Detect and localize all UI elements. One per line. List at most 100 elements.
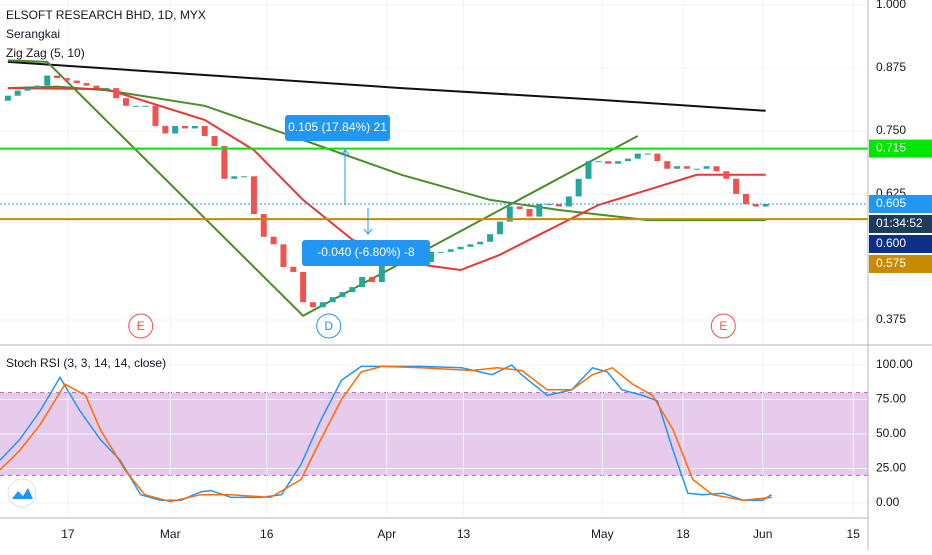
candle <box>339 292 346 298</box>
candle <box>113 88 120 99</box>
candle <box>615 161 622 164</box>
candle <box>674 166 681 169</box>
candle <box>300 271 307 303</box>
measure-box <box>285 115 390 141</box>
candle <box>565 196 572 207</box>
candle <box>221 146 228 179</box>
candle <box>428 251 435 262</box>
candle <box>654 153 661 162</box>
candle <box>14 90 21 96</box>
candle <box>93 85 100 89</box>
candle <box>742 193 749 204</box>
y-tick-label: 0.375 <box>876 312 906 326</box>
y-tick-label: 100.00 <box>876 357 913 371</box>
indicator-line <box>7 87 766 272</box>
x-tick-label: Mar <box>160 527 181 541</box>
candle <box>575 178 582 197</box>
chart-title: ELSOFT RESEARCH BHD, 1D, MYX <box>6 8 206 22</box>
y-tick-label: 0.875 <box>876 60 906 74</box>
candle <box>349 287 356 293</box>
candle <box>762 203 769 207</box>
candle <box>250 176 257 215</box>
price-label-bg <box>869 139 932 158</box>
y-tick-label: 75.00 <box>876 392 906 406</box>
logo-icon[interactable] <box>12 488 33 499</box>
y-tick-label: 1.000 <box>876 0 906 11</box>
candle <box>172 125 179 134</box>
status-label-bg <box>869 234 932 253</box>
price-label: 0.575 <box>876 256 906 270</box>
candle <box>142 105 149 107</box>
candle <box>437 251 444 253</box>
candle <box>44 75 51 86</box>
candle <box>693 168 700 170</box>
candle <box>723 171 730 179</box>
indicator-line <box>7 59 639 318</box>
candle <box>605 161 612 164</box>
logo[interactable] <box>7 478 37 508</box>
candle <box>290 266 297 272</box>
logo-bg[interactable] <box>7 478 37 508</box>
y-tick-label: 25.00 <box>876 461 906 475</box>
candle <box>201 125 208 136</box>
x-tick-label: 17 <box>61 527 75 541</box>
candle <box>270 236 277 245</box>
legend-entry: Zig Zag (5, 10) <box>6 46 85 60</box>
candle <box>752 203 759 207</box>
candle <box>457 246 464 250</box>
candle <box>24 88 31 91</box>
candle <box>211 135 218 147</box>
candle <box>132 105 139 107</box>
plot <box>0 59 868 503</box>
legend-entry: Serangkai <box>6 27 60 41</box>
y-tick-label: 50.00 <box>876 426 906 440</box>
event-label: E <box>137 319 145 333</box>
candle <box>329 297 336 303</box>
candle <box>103 88 110 90</box>
candle <box>34 85 41 89</box>
panel-title: Stoch RSI (3, 3, 14, 14, close) <box>6 356 166 370</box>
candle <box>713 166 720 172</box>
x-tick-label: Apr <box>377 527 396 541</box>
candle <box>122 98 129 106</box>
event-marker <box>710 313 736 339</box>
x-tick-label: 15 <box>847 527 861 541</box>
event-marker <box>316 313 342 339</box>
candle <box>359 277 366 288</box>
candle <box>467 244 474 247</box>
candle <box>595 161 602 163</box>
price-label-bg <box>869 254 932 273</box>
measure-label: 0.105 (17.84%) 21 <box>288 120 387 134</box>
candle <box>585 161 592 179</box>
candle <box>191 125 198 129</box>
candle <box>280 244 287 267</box>
candle <box>182 125 189 129</box>
measure-box <box>302 240 430 266</box>
measure-arrowhead <box>363 228 373 235</box>
event-label: D <box>324 319 333 333</box>
candle <box>447 249 454 252</box>
candle <box>634 153 641 159</box>
measure-arrowhead <box>340 149 350 156</box>
measure-label: -0.040 (-6.80%) -8 <box>317 245 415 259</box>
event-label: E <box>719 319 727 333</box>
x-tick-label: Jun <box>753 527 772 541</box>
candle <box>152 105 159 126</box>
candle <box>555 203 562 207</box>
status-label: 01:34:52 <box>876 216 923 230</box>
candle <box>644 153 651 155</box>
y-tick-label: 0.750 <box>876 123 906 137</box>
candle <box>526 209 533 217</box>
indicator-line <box>7 60 766 112</box>
x-tick-label: 18 <box>676 527 690 541</box>
candle <box>496 221 503 235</box>
grid <box>0 0 868 518</box>
status-label-bg <box>869 214 932 233</box>
candle <box>624 158 631 162</box>
price-label-bg <box>869 194 932 213</box>
candle <box>54 75 61 79</box>
price-label: 0.715 <box>876 141 906 155</box>
candle <box>369 277 375 283</box>
x-tick-label: May <box>591 527 614 541</box>
